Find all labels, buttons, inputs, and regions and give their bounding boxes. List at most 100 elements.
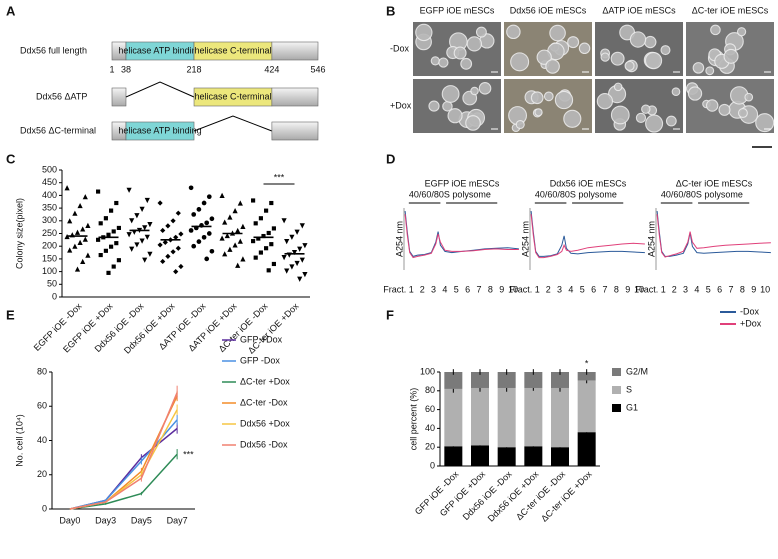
- data-point: [266, 230, 271, 236]
- data-point: [196, 239, 202, 244]
- colony: [563, 109, 582, 128]
- x-tick-label: 10: [634, 284, 644, 294]
- colony: [453, 46, 467, 60]
- y-axis-label: A254 nm: [646, 221, 656, 257]
- colony: [543, 91, 554, 102]
- data-point: [77, 202, 83, 209]
- data-point: [106, 270, 111, 275]
- data-point: [302, 243, 308, 249]
- data-point: [103, 216, 108, 221]
- construct-label: Ddx56 ΔATP: [36, 91, 87, 101]
- data-point: [302, 272, 308, 278]
- row-label: -Dox: [390, 43, 410, 53]
- data-point: [96, 237, 101, 242]
- data-point: [289, 234, 295, 240]
- bar-segment: [444, 388, 463, 447]
- bar-segment: [524, 446, 543, 466]
- fraction-label: 40/60/80S: [409, 189, 450, 199]
- colony: [460, 57, 473, 70]
- data-point: [114, 200, 119, 206]
- x-tick-label: Day0: [59, 515, 80, 525]
- legend-label: ΔC-ter -Dox: [240, 397, 288, 407]
- colony: [692, 62, 705, 74]
- data-point: [170, 218, 176, 224]
- position-label: 424: [264, 64, 279, 74]
- y-tick-label: 0: [430, 460, 435, 470]
- data-point: [284, 268, 290, 274]
- bar-segment: [497, 447, 516, 466]
- y-tick-label: 20: [425, 442, 435, 452]
- data-point: [237, 238, 243, 244]
- y-tick-label: 200: [42, 241, 57, 251]
- fraction-label: polysome: [578, 189, 617, 199]
- colony: [596, 93, 614, 110]
- data-point: [126, 187, 132, 193]
- domain-label: helicase ATP binding: [118, 45, 201, 55]
- colony: [441, 85, 460, 103]
- colony: [428, 100, 440, 112]
- x-tick-label: 6: [465, 284, 470, 294]
- colony: [660, 45, 671, 56]
- data-point: [103, 248, 108, 253]
- bar-segment: [497, 372, 516, 388]
- data-point: [266, 268, 271, 273]
- data-point: [188, 228, 194, 233]
- data-point: [271, 226, 276, 231]
- colony: [430, 56, 440, 66]
- x-tick-label: 5: [580, 284, 585, 294]
- data-point: [175, 245, 181, 251]
- colony: [447, 108, 463, 124]
- series-line: [69, 392, 178, 510]
- domain-label: helicase C-terminal: [194, 45, 271, 55]
- data-point: [191, 212, 197, 217]
- data-point: [74, 229, 81, 235]
- data-point: [204, 220, 210, 226]
- legend-label: -Dox: [740, 306, 760, 316]
- colony: [442, 101, 453, 112]
- data-point: [253, 221, 258, 226]
- legend-label: GFP +Dox: [240, 334, 283, 344]
- data-point: [114, 241, 119, 246]
- colony: [755, 113, 775, 133]
- data-point: [129, 246, 135, 252]
- legend-swatch: [612, 404, 621, 412]
- colony: [665, 115, 677, 127]
- construct-label: Ddx56 ΔC-terminal: [20, 125, 96, 135]
- data-point: [235, 262, 241, 268]
- data-point: [72, 243, 78, 249]
- data-point: [134, 242, 140, 248]
- data-point: [160, 227, 166, 234]
- data-point: [219, 235, 225, 241]
- data-point: [72, 210, 78, 216]
- data-point: [271, 261, 276, 267]
- data-point: [85, 252, 91, 258]
- data-point: [191, 243, 197, 249]
- position-label: 38: [121, 64, 131, 74]
- data-point: [294, 260, 300, 267]
- data-point: [175, 210, 181, 216]
- data-point: [142, 225, 148, 231]
- chart-title: ΔC-ter iOE mESCs: [676, 178, 753, 188]
- legend-label: S: [626, 384, 632, 394]
- bar-segment: [471, 387, 489, 446]
- data-point: [111, 229, 116, 234]
- x-tick-label: 2: [672, 284, 677, 294]
- fraction-label: polysome: [452, 189, 491, 199]
- data-point: [224, 232, 230, 239]
- data-point: [209, 248, 215, 254]
- colony: [470, 86, 479, 96]
- data-point: [147, 251, 153, 257]
- colony: [545, 59, 560, 74]
- x-tick-label: Day5: [131, 515, 152, 525]
- data-point: [201, 234, 207, 240]
- series-line: [69, 409, 178, 510]
- colony: [629, 31, 647, 48]
- x-tick-label: 4: [568, 284, 573, 294]
- deletion-link: [125, 81, 195, 98]
- data-point: [98, 221, 103, 226]
- data-point: [232, 242, 238, 248]
- y-tick-label: 0: [52, 291, 57, 301]
- data-point: [74, 266, 81, 272]
- x-tick-label: 6: [591, 284, 596, 294]
- data-point: [222, 219, 228, 225]
